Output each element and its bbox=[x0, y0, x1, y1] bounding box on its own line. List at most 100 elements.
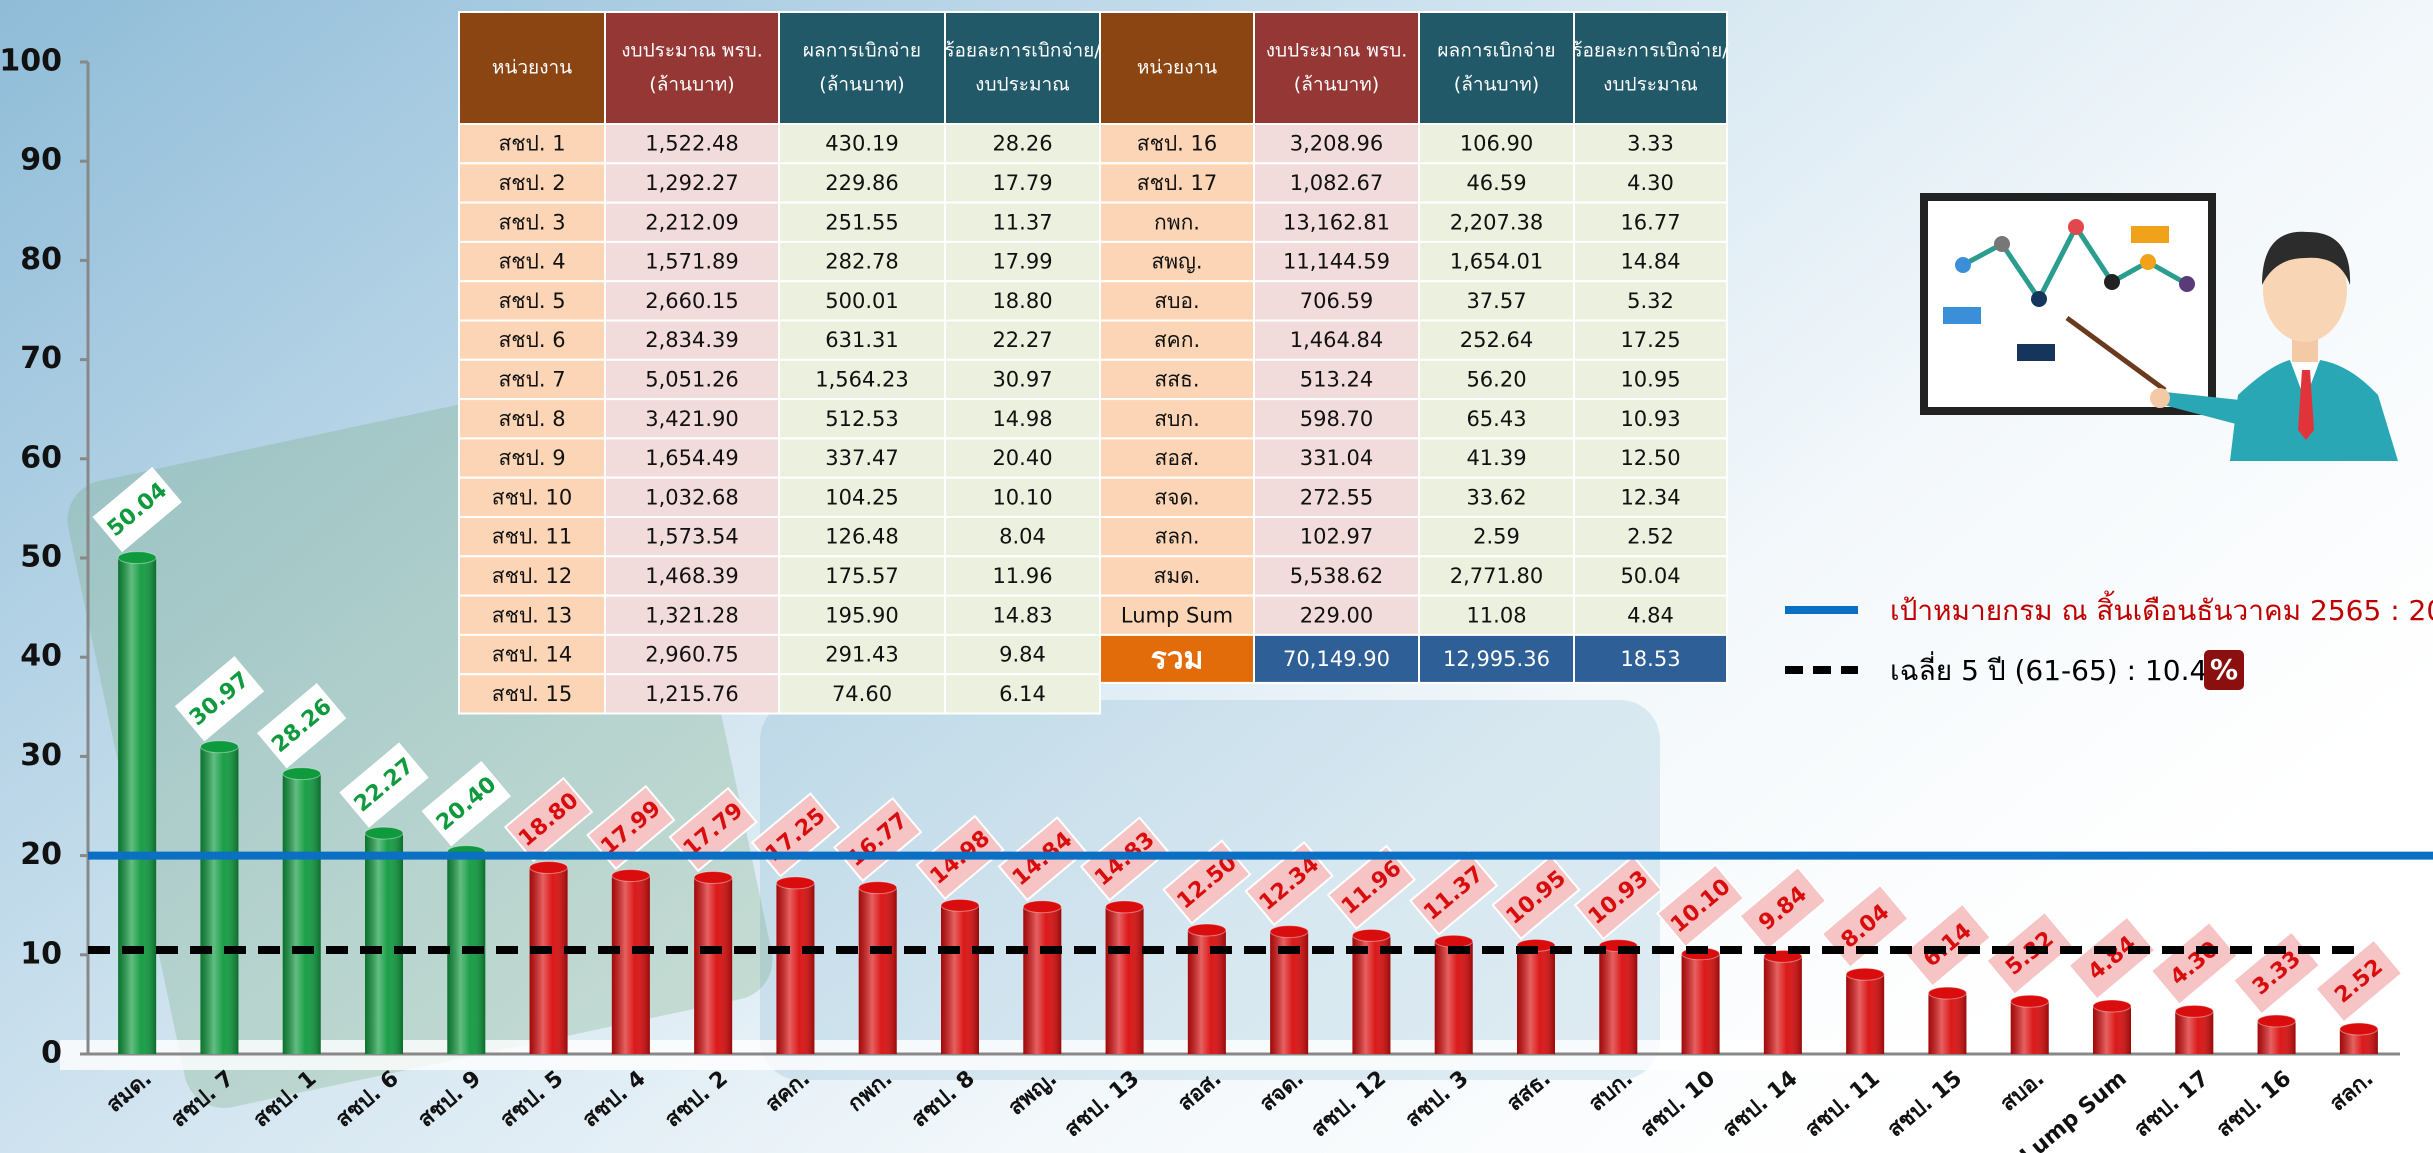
table-cell-text: 2,207.38 bbox=[1450, 210, 1544, 234]
table-cell-text: 10.10 bbox=[992, 485, 1052, 509]
table-cell-text: หน่วยงาน bbox=[492, 57, 572, 79]
table-cell-text: 3,208.96 bbox=[1290, 132, 1384, 156]
table-cell-text: หน่วยงาน bbox=[1137, 57, 1217, 79]
table-cell-text: สชป. 6 bbox=[498, 328, 565, 352]
table-cell-text: สชป. 3 bbox=[498, 210, 565, 234]
table-cell-text: 513.24 bbox=[1300, 367, 1373, 391]
table-cell-text: 631.31 bbox=[825, 328, 898, 352]
table-cell-text: สอส. bbox=[1155, 446, 1200, 470]
bar-shine bbox=[941, 905, 979, 1054]
bar-top bbox=[694, 872, 732, 884]
table-cell-text: สชป. 14 bbox=[492, 643, 572, 667]
table-cell-text: 106.90 bbox=[1460, 132, 1533, 156]
table-cell-text: สชป. 12 bbox=[492, 564, 572, 588]
table-cell-text: 10.93 bbox=[1620, 407, 1680, 431]
table-cell-text: 272.55 bbox=[1300, 485, 1373, 509]
table-cell-text: 17.99 bbox=[992, 250, 1052, 274]
table-cell-text: 18.80 bbox=[992, 289, 1052, 313]
table-cell-text: สบก. bbox=[1154, 407, 1200, 431]
table-cell-text: 175.57 bbox=[825, 564, 898, 588]
table-cell-text: สลก. bbox=[1154, 525, 1199, 549]
bar-top bbox=[1188, 924, 1226, 936]
table-cell-text: 1,292.27 bbox=[645, 171, 739, 195]
bar-top bbox=[1435, 935, 1473, 947]
page: เป้าหมายกรม ณ สิ้นเดือนธันวาคม 2565 : 20… bbox=[0, 0, 2433, 1153]
table-cell-text: 37.57 bbox=[1466, 289, 1526, 313]
table-cell-text: 56.20 bbox=[1466, 367, 1526, 391]
table-cell-text: 1,032.68 bbox=[645, 485, 739, 509]
bar-shine bbox=[365, 833, 403, 1054]
table-cell-text: 11.37 bbox=[992, 210, 1052, 234]
table-cell-text: 6.14 bbox=[999, 682, 1046, 706]
table-cell-text: 5.32 bbox=[1627, 289, 1674, 313]
table-cell-text: 30.97 bbox=[992, 367, 1052, 391]
bar-top bbox=[1023, 901, 1061, 913]
table-cell-text: 251.55 bbox=[825, 210, 898, 234]
table-cell-text: 104.25 bbox=[825, 485, 898, 509]
table-cell-text: สชป. 15 bbox=[492, 682, 572, 706]
table-cell-text: Lump Sum bbox=[1121, 603, 1233, 627]
table-cell-text: ร้อยละการเบิกจ่าย/ bbox=[944, 40, 1101, 62]
legend-icon: % bbox=[2210, 653, 2238, 686]
table-cell-text: 20.40 bbox=[992, 446, 1052, 470]
table-cell-text: 4.84 bbox=[1627, 603, 1674, 627]
table-cell-text: 12.34 bbox=[1620, 485, 1680, 509]
bar-top bbox=[859, 882, 897, 894]
table-cell-text: 11.08 bbox=[1466, 603, 1526, 627]
table-cell-text: 2,212.09 bbox=[645, 210, 739, 234]
y-tick-label: 70 bbox=[20, 341, 62, 376]
table-cell-text: 70,149.90 bbox=[1283, 647, 1390, 671]
table-cell-text: 1,215.76 bbox=[645, 682, 739, 706]
table-cell-text: 28.26 bbox=[992, 132, 1052, 156]
table-cell-text: 18.53 bbox=[1620, 647, 1680, 671]
table-cell-text: 12,995.36 bbox=[1443, 647, 1550, 671]
bar-top bbox=[283, 768, 321, 780]
table-cell-text: 2,960.75 bbox=[645, 643, 739, 667]
table-cell-text: (ล้านบาท) bbox=[1294, 74, 1379, 96]
bar-top bbox=[2011, 995, 2049, 1007]
legend-average-label: เฉลี่ย 5 ปี (61-65) : 10.48 bbox=[1890, 651, 2225, 687]
table-cell-text: 252.64 bbox=[1460, 328, 1533, 352]
table-cell-text: 2,660.15 bbox=[645, 289, 739, 313]
table-cell-text: 8.04 bbox=[999, 525, 1046, 549]
table-cell-text: 291.43 bbox=[825, 643, 898, 667]
table-cell-text: 74.60 bbox=[832, 682, 892, 706]
bar-shine bbox=[1846, 974, 1884, 1054]
bar-shine bbox=[1435, 941, 1473, 1054]
table-cell-text: 46.59 bbox=[1466, 171, 1526, 195]
bar-top bbox=[118, 552, 156, 564]
bar-shine bbox=[776, 883, 814, 1054]
bar-shine bbox=[1928, 993, 1966, 1054]
table-cell-text: 2.59 bbox=[1473, 525, 1520, 549]
table-cell-text: 3.33 bbox=[1627, 132, 1674, 156]
table-cell-text: 33.62 bbox=[1466, 485, 1526, 509]
table-cell-text: สชป. 1 bbox=[498, 132, 565, 156]
table-cell-text: 229.00 bbox=[1300, 603, 1373, 627]
bar-shine bbox=[118, 558, 156, 1054]
table-cell-text: สบอ. bbox=[1154, 289, 1199, 313]
table-cell-text: 229.86 bbox=[825, 171, 898, 195]
table-cell-text: ร้อยละการเบิกจ่าย/ bbox=[1572, 40, 1729, 62]
table-cell-text: สชป. 13 bbox=[492, 603, 572, 627]
table-cell-text: รวม bbox=[1151, 641, 1204, 676]
table-cell-text: 14.98 bbox=[992, 407, 1052, 431]
table-header-cell bbox=[779, 12, 945, 124]
bar-shine bbox=[1764, 956, 1802, 1054]
bar-top bbox=[612, 870, 650, 882]
y-tick-label: 100 bbox=[0, 44, 62, 79]
table-cell-text: 4.30 bbox=[1627, 171, 1674, 195]
table-cell-text: 41.39 bbox=[1466, 446, 1526, 470]
chart: เป้าหมายกรม ณ สิ้นเดือนธันวาคม 2565 : 20… bbox=[0, 0, 2433, 1153]
table-cell-text: (ล้านบาท) bbox=[1454, 74, 1539, 96]
table-cell-text: สมด. bbox=[1154, 564, 1201, 588]
table-cell-text: 5,051.26 bbox=[645, 367, 739, 391]
table-cell-text: สชป. 17 bbox=[1137, 171, 1217, 195]
table-cell-text: 17.25 bbox=[1620, 328, 1680, 352]
table-cell-text: 512.53 bbox=[825, 407, 898, 431]
table-cell-text: (ล้านบาท) bbox=[649, 74, 734, 96]
bar-shine bbox=[1599, 946, 1637, 1054]
data-table: หน่วยงานงบประมาณ พรบ.(ล้านบาท)ผลการเบิกจ… bbox=[459, 12, 1729, 714]
table-cell-text: สชป. 2 bbox=[498, 171, 565, 195]
table-cell-text: ผลการเบิกจ่าย bbox=[1437, 40, 1555, 62]
bar-shine bbox=[1682, 954, 1720, 1054]
